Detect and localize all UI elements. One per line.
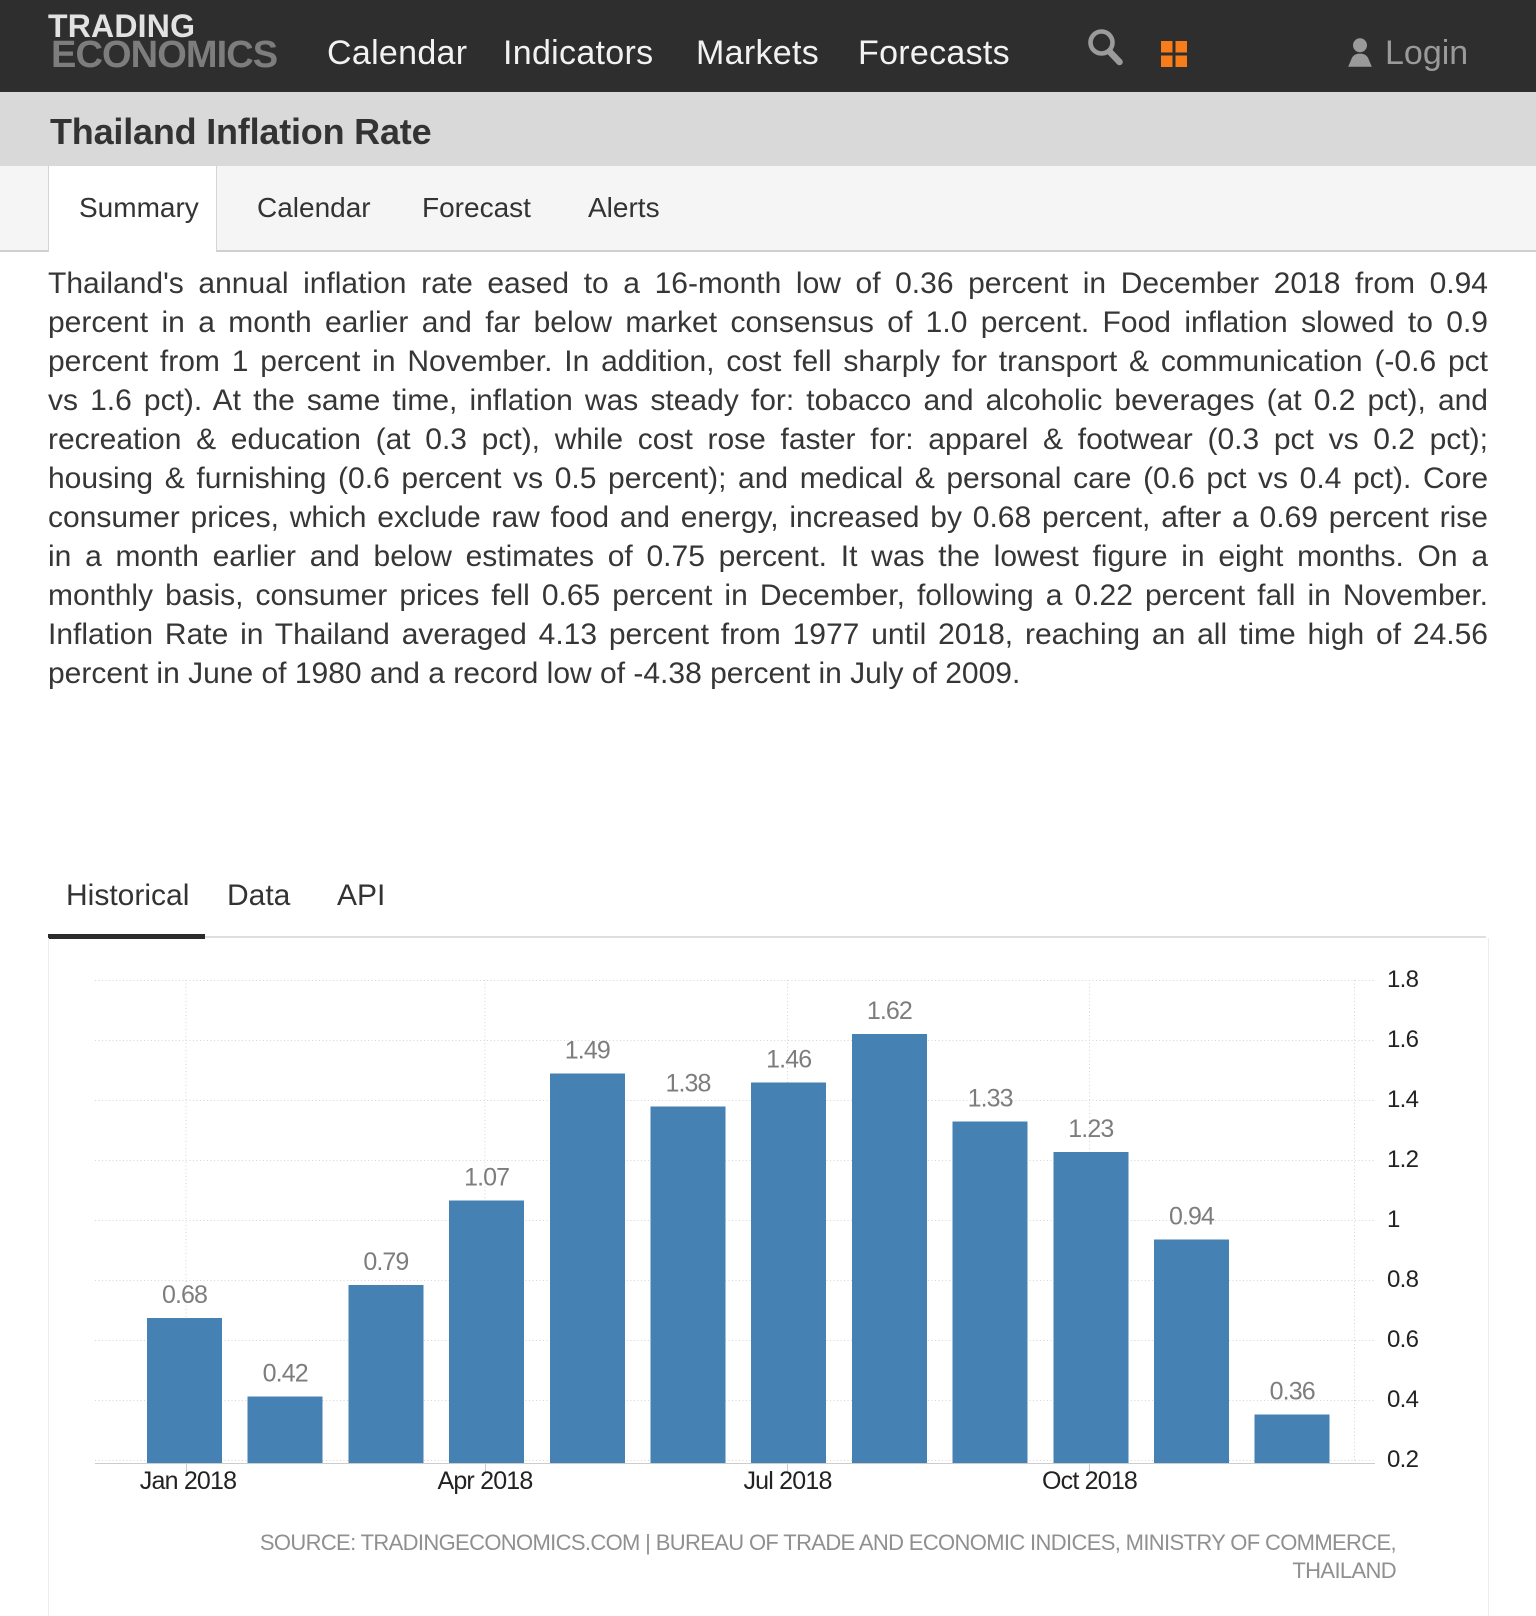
svg-text:1.62: 1.62 xyxy=(867,997,912,1025)
svg-text:0.68: 0.68 xyxy=(162,1281,207,1309)
svg-text:SOURCE: TRADINGECONOMICS.COM |: SOURCE: TRADINGECONOMICS.COM | BUREAU OF… xyxy=(260,1530,1396,1555)
svg-text:0.6: 0.6 xyxy=(1387,1326,1419,1353)
svg-text:1.2: 1.2 xyxy=(1387,1146,1419,1173)
svg-text:1.4: 1.4 xyxy=(1387,1086,1419,1113)
svg-text:Jul 2018: Jul 2018 xyxy=(743,1467,831,1495)
svg-text:THAILAND: THAILAND xyxy=(1292,1558,1396,1583)
svg-text:0.36: 0.36 xyxy=(1270,1378,1315,1406)
svg-text:1: 1 xyxy=(1387,1206,1400,1233)
svg-text:1.46: 1.46 xyxy=(766,1046,811,1074)
svg-text:0.2: 0.2 xyxy=(1387,1446,1419,1473)
svg-text:1.49: 1.49 xyxy=(565,1036,610,1064)
svg-text:1.8: 1.8 xyxy=(1387,966,1419,993)
svg-text:0.79: 0.79 xyxy=(363,1248,408,1276)
svg-text:0.94: 0.94 xyxy=(1169,1203,1215,1231)
svg-text:1.33: 1.33 xyxy=(968,1085,1013,1113)
svg-text:0.8: 0.8 xyxy=(1387,1266,1419,1293)
svg-text:1.23: 1.23 xyxy=(1068,1115,1113,1143)
svg-text:Oct 2018: Oct 2018 xyxy=(1042,1467,1137,1495)
svg-text:Jan 2018: Jan 2018 xyxy=(140,1467,236,1495)
svg-text:0.4: 0.4 xyxy=(1387,1386,1419,1413)
svg-text:1.07: 1.07 xyxy=(464,1163,509,1191)
svg-text:Apr 2018: Apr 2018 xyxy=(437,1467,532,1495)
svg-text:1.38: 1.38 xyxy=(665,1070,710,1098)
svg-text:0.42: 0.42 xyxy=(263,1360,308,1388)
svg-text:1.6: 1.6 xyxy=(1387,1026,1419,1053)
